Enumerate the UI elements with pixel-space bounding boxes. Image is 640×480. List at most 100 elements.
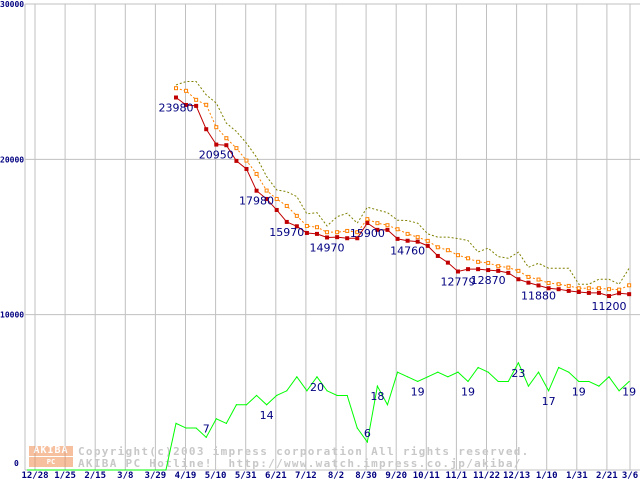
x-tick-label: 3/8 — [117, 471, 133, 480]
y-tick-label: 20000 — [0, 155, 24, 164]
series-shops-point — [376, 385, 378, 387]
x-tick-label: 1/25 — [54, 471, 76, 480]
series-min-point — [194, 103, 199, 108]
x-tick-label: 12/28 — [21, 471, 48, 480]
series-shops-point — [558, 366, 560, 369]
series-average-point — [455, 253, 460, 258]
series-min-point — [304, 230, 309, 235]
series-min-point — [274, 207, 279, 212]
series-shops-point — [316, 376, 318, 378]
series-min-point — [365, 221, 370, 226]
series-min-point — [335, 235, 340, 240]
series-min-point — [395, 236, 400, 241]
data-label-shops: 18 — [370, 390, 384, 403]
series-min-point — [455, 269, 460, 274]
site-url-text: AKIBA PC Hotline! http://www.watch.impre… — [78, 457, 522, 470]
series-shops-point — [477, 366, 479, 369]
series-min-point — [415, 239, 420, 244]
series-average-point — [234, 146, 239, 151]
x-tick-label: 5/31 — [235, 471, 257, 480]
logo-bottom: PC Hotline! — [29, 457, 73, 467]
data-label-shops: 17 — [542, 395, 556, 408]
series-average-point — [536, 277, 541, 282]
series-shops-point — [195, 427, 197, 429]
series-min-point — [516, 277, 521, 282]
series-shops-point — [537, 371, 540, 373]
series-average-point — [254, 171, 259, 176]
series-shops-point — [286, 390, 288, 392]
series-shops-point — [427, 376, 429, 378]
series-min-point — [234, 158, 239, 163]
series-average-point — [214, 125, 219, 130]
series-average-point — [294, 213, 299, 218]
data-label-shops: 19 — [411, 385, 425, 398]
series-min-point — [254, 188, 259, 193]
series-min-point — [174, 95, 178, 100]
series-shops-point — [547, 390, 550, 392]
series-average-point — [556, 282, 561, 287]
series-average-point — [244, 158, 249, 163]
x-tick-label: 7/12 — [295, 471, 317, 480]
series-min-point — [345, 236, 350, 241]
series-min-point — [486, 268, 491, 273]
series-shops-point — [608, 376, 610, 378]
x-tick-label: 10/11 — [413, 471, 440, 480]
series-min-point — [445, 260, 450, 265]
series-average-point — [365, 217, 370, 222]
x-tick-label: 2/15 — [84, 471, 106, 480]
series-min-point — [576, 289, 581, 294]
series-average-point — [627, 283, 632, 288]
logo-top: AKIBA — [29, 446, 73, 456]
series-average-point — [486, 260, 491, 265]
data-label-min: 15900 — [350, 227, 385, 240]
series-average-point — [304, 223, 309, 228]
data-label-min: 12870 — [471, 274, 506, 287]
series-shops-point — [266, 404, 268, 406]
akiba-logo: AKIBA PC Hotline! — [29, 446, 73, 468]
series-average-point — [224, 136, 229, 141]
series-average-point — [184, 88, 189, 93]
data-label-min: 14760 — [390, 245, 425, 258]
series-shops-point — [487, 371, 489, 373]
series-min-point — [435, 253, 440, 258]
series-max-line — [175, 81, 630, 285]
x-tick-label: 11/22 — [473, 471, 500, 480]
series-shops-point — [396, 371, 399, 373]
x-tick-label: 9/20 — [385, 471, 407, 480]
data-label-shops: 19 — [461, 385, 475, 398]
data-label-shops: 19 — [622, 385, 636, 398]
series-shops-point — [497, 380, 499, 383]
x-tick-label: 11/1 — [446, 471, 468, 480]
x-tick-label: 8/2 — [328, 471, 344, 480]
series-average-point — [345, 228, 350, 233]
series-shops-point — [588, 380, 590, 383]
copyright-text: Copyright(c)2003 impress corporation All… — [78, 445, 530, 458]
series-min-point — [405, 238, 410, 243]
data-label-min: 15970 — [269, 226, 304, 239]
series-shops-point — [336, 394, 338, 397]
series-min-point — [506, 270, 511, 275]
series-shops-point — [276, 394, 278, 397]
x-tick-label: 1/31 — [566, 471, 588, 480]
series-average-point — [576, 286, 581, 291]
series-min-point — [496, 268, 501, 273]
series-shops-point — [346, 394, 348, 397]
series-shops-point — [417, 380, 419, 383]
x-tick-label: 1/10 — [536, 471, 558, 480]
series-min-point — [556, 287, 561, 292]
series-shops-point — [356, 427, 358, 429]
series-min-point — [214, 142, 219, 147]
series-average-point — [506, 265, 511, 270]
series-average-point — [566, 283, 571, 288]
series-shops-point — [306, 390, 308, 392]
data-label-min: 20950 — [199, 149, 234, 162]
series-shops-point — [326, 390, 328, 392]
x-axis-ticks: 12/28 1/25 2/15 3/8 3/29 4/19 5/10 5/31 6/21 7/12… — [21, 471, 638, 480]
series-shops-point — [175, 422, 177, 424]
series-shops-point — [447, 376, 449, 378]
series-min-point — [314, 231, 319, 236]
x-tick-label: 8/30 — [355, 471, 377, 480]
series-shops-point — [205, 436, 207, 438]
series-average-point — [415, 235, 420, 240]
